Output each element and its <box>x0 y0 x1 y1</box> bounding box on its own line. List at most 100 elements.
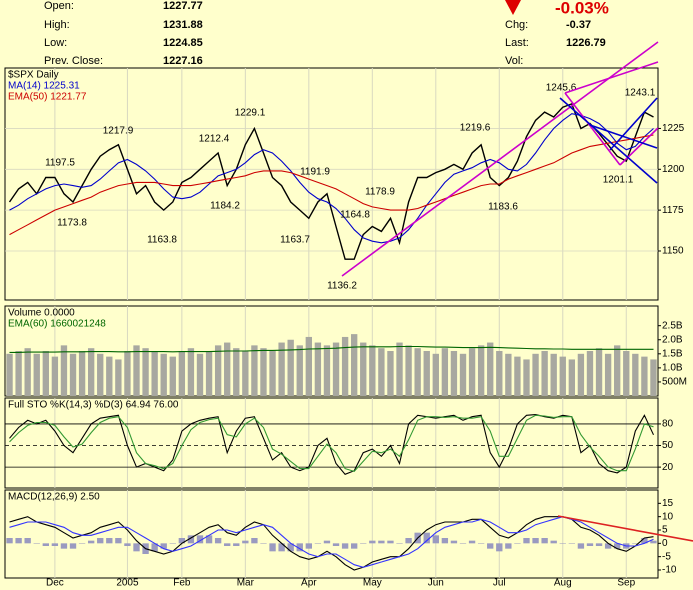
bar <box>614 543 621 549</box>
bar <box>24 348 31 396</box>
bar <box>468 540 476 544</box>
bar <box>441 538 449 544</box>
prev-close-label: Prev. Close: <box>44 55 103 67</box>
bar <box>550 540 557 544</box>
bar <box>269 543 276 552</box>
bar <box>332 543 340 546</box>
bar <box>151 351 158 396</box>
bar <box>505 543 512 549</box>
bar <box>541 538 548 544</box>
chg-label: Chg: <box>505 19 528 31</box>
bar <box>187 348 195 396</box>
change-percent: -0.03% <box>555 0 609 17</box>
bar <box>205 535 213 544</box>
bar <box>278 342 285 396</box>
bar <box>514 356 521 396</box>
panel-title: $SPX Daily <box>8 70 59 81</box>
bar <box>106 538 113 544</box>
price-annotation: 1163.7 <box>280 235 310 246</box>
y-tick-label: 80 <box>662 419 674 430</box>
bar <box>496 351 503 396</box>
open-label: Open: <box>44 0 74 12</box>
bar <box>178 351 186 396</box>
y-tick-label: 1.0B <box>662 363 683 374</box>
price-annotation: 1197.5 <box>45 158 75 169</box>
bar <box>369 540 376 544</box>
bar <box>269 351 276 396</box>
bar <box>568 543 576 544</box>
bar <box>233 348 240 396</box>
bar <box>414 348 421 396</box>
bar <box>360 342 367 396</box>
y-tick-label: 500M <box>662 377 687 388</box>
bar <box>205 351 213 396</box>
x-tick-label: 2005 <box>116 578 139 589</box>
bar <box>287 339 294 396</box>
prev-close-value: 1227.16 <box>163 55 203 67</box>
bar <box>477 543 485 544</box>
y-tick-label: 1225 <box>662 123 685 134</box>
bar <box>532 353 539 396</box>
plot-area <box>4 489 659 579</box>
price-annotation: 1245.6 <box>546 83 577 94</box>
bar <box>632 353 639 396</box>
bar <box>595 543 603 546</box>
bar <box>641 356 648 396</box>
bar <box>6 353 13 396</box>
price-annotation: 1201.1 <box>603 175 634 186</box>
bar <box>595 348 603 396</box>
bar <box>196 535 204 544</box>
price-annotation: 1212.4 <box>199 134 230 145</box>
bar <box>378 540 385 544</box>
bar <box>314 543 322 544</box>
plot-area <box>4 305 659 397</box>
bar <box>432 535 439 544</box>
bar <box>160 353 167 396</box>
bar <box>405 538 412 544</box>
bar <box>441 348 449 396</box>
bar <box>97 538 104 544</box>
x-tick-label: Aug <box>554 578 572 589</box>
bar <box>106 356 113 396</box>
bar <box>496 543 503 552</box>
price-annotation: 1178.9 <box>365 187 395 198</box>
y-tick-label: 1.5B <box>662 348 683 359</box>
bar <box>115 359 122 396</box>
bar <box>550 353 557 396</box>
low-value: 1224.85 <box>163 37 203 49</box>
bar <box>396 543 403 544</box>
price-annotation: 1219.6 <box>460 123 491 134</box>
low-label: Low: <box>44 37 67 49</box>
bar <box>360 543 367 544</box>
y-tick-label: 1175 <box>662 205 684 216</box>
bar <box>15 538 22 544</box>
bar <box>387 540 394 544</box>
bar <box>69 543 77 549</box>
bar <box>260 543 267 544</box>
bar <box>196 353 204 396</box>
line <box>9 414 654 473</box>
bar <box>187 535 195 544</box>
panel-title: Full STO %K(14,3) %D(3) 64.94 76.00 <box>8 400 179 411</box>
trendline <box>559 97 658 184</box>
vol-label: Vol: <box>505 55 523 67</box>
bar <box>33 353 40 396</box>
bar <box>350 334 358 396</box>
x-tick-label: Jun <box>428 578 444 589</box>
plot-area <box>4 67 659 301</box>
bar <box>33 543 40 544</box>
bar <box>450 540 458 544</box>
bar <box>60 543 68 549</box>
bar <box>151 543 158 552</box>
panel-title: MACD(12,26,9) 2.50 <box>8 492 100 503</box>
bar <box>323 345 331 396</box>
bar <box>287 543 294 552</box>
price-annotation: 1163.8 <box>147 235 177 246</box>
line <box>9 345 654 353</box>
bar <box>459 353 467 396</box>
high-value: 1231.88 <box>163 19 203 31</box>
bar <box>251 345 258 396</box>
bar <box>568 359 576 396</box>
x-tick-label: Sep <box>617 578 635 589</box>
bar <box>78 351 86 396</box>
